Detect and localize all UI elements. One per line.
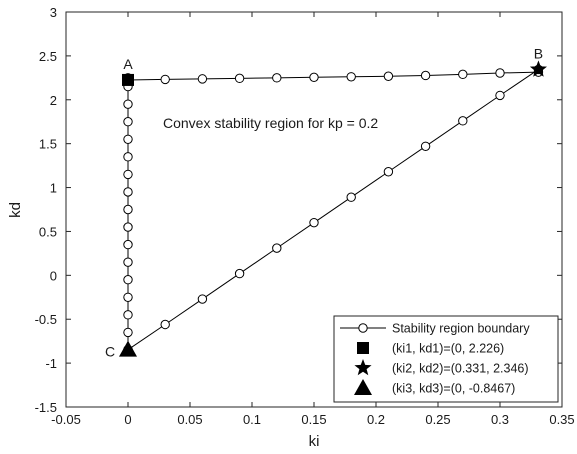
x-tick-label: 0.1 xyxy=(243,412,261,427)
boundary-point xyxy=(160,319,170,330)
boundary-point xyxy=(197,74,208,84)
boundary-point xyxy=(123,117,133,127)
x-tick-label: 0.2 xyxy=(367,412,385,427)
y-tick-label: 0.5 xyxy=(39,224,57,239)
legend-entry-label: (ki2, kd2)=(0.331, 2.346) xyxy=(392,362,529,376)
y-tick-label: 1.5 xyxy=(39,137,57,152)
x-tick-label: 0 xyxy=(124,412,131,427)
y-tick-label: 0 xyxy=(50,268,57,283)
legend-triangle-marker xyxy=(354,379,372,395)
boundary-point xyxy=(123,275,133,285)
star-marker xyxy=(529,60,547,77)
legend-entry-label: Stability region boundary xyxy=(392,322,530,336)
boundary-point xyxy=(495,68,505,78)
axis-ticks: -0.05 0 0.05 0.1 0.15 0.2 0.25 0.3 0.35 -1.5 -1 -0.… xyxy=(35,5,575,427)
boundary-point xyxy=(458,69,468,80)
x-axis-label: ki xyxy=(309,433,320,450)
boundary-point xyxy=(123,204,133,215)
boundary-point xyxy=(383,167,394,177)
y-tick-label: 2.5 xyxy=(39,49,57,64)
boundary-point xyxy=(420,70,431,81)
boundary-point xyxy=(309,72,319,83)
legend-entry-label: (ki1, kd1)=(0, 2.226) xyxy=(392,342,504,356)
legend-entry-label: (ki3, kd3)=(0, -0.8467) xyxy=(392,382,515,396)
boundary-line xyxy=(127,71,539,81)
series-layer xyxy=(119,60,547,357)
boundary-line xyxy=(127,68,539,351)
boundary-point xyxy=(346,192,356,202)
y-tick-label: 1 xyxy=(50,181,57,196)
boundary-point xyxy=(495,90,505,101)
x-tick-label: 0.15 xyxy=(301,412,326,427)
boundary-point xyxy=(123,169,133,180)
square-marker xyxy=(122,73,134,86)
boundary-point xyxy=(123,292,133,302)
boundary-point xyxy=(383,71,394,81)
boundary-point xyxy=(160,74,170,85)
legend-square-marker xyxy=(357,342,369,354)
x-tick-label: -0.05 xyxy=(51,412,81,427)
boundary-point xyxy=(123,239,133,250)
boundary-point xyxy=(234,73,245,84)
x-tick-label: 0.25 xyxy=(425,412,450,427)
x-tick-label: 0.35 xyxy=(549,412,574,427)
boundary-point xyxy=(458,116,468,126)
y-tick-label: -1 xyxy=(45,356,57,371)
point-labels: A B C xyxy=(105,45,543,359)
y-tick-label: 2 xyxy=(50,93,57,108)
boundary-point xyxy=(123,222,133,232)
y-tick-label: 3 xyxy=(50,5,57,20)
point-label: C xyxy=(105,344,115,360)
point-label: A xyxy=(123,56,133,72)
legend-box xyxy=(333,315,559,403)
boundary-point xyxy=(346,72,356,82)
boundary-point xyxy=(123,152,133,162)
boundary-point xyxy=(123,327,133,338)
boundary-point xyxy=(272,73,282,83)
triangle-marker xyxy=(119,340,137,357)
boundary-point xyxy=(123,134,133,144)
legend-open-circle-marker xyxy=(358,323,368,333)
boundary-point xyxy=(309,217,319,228)
y-tick-label: -1.5 xyxy=(35,400,57,415)
x-tick-label: 0.05 xyxy=(177,412,202,427)
x-tick-label: 0.3 xyxy=(491,412,509,427)
y-axis-label: kd xyxy=(7,202,24,218)
legend-star-marker xyxy=(354,359,372,376)
boundary-point xyxy=(123,187,133,197)
boundary-point xyxy=(272,243,282,253)
y-tick-label: -0.5 xyxy=(35,312,57,327)
legend: Stability region boundary (ki1, kd1)=(0, … xyxy=(333,315,559,403)
boundary-point xyxy=(123,310,133,320)
boundary-point xyxy=(123,99,133,109)
boundary-point xyxy=(197,294,208,304)
boundary-point xyxy=(123,257,133,267)
boundary-point xyxy=(234,268,245,279)
point-label: B xyxy=(534,45,543,61)
chart-annotation: Convex stability region for kp = 0.2 xyxy=(163,115,378,131)
boundary-point xyxy=(420,141,431,152)
